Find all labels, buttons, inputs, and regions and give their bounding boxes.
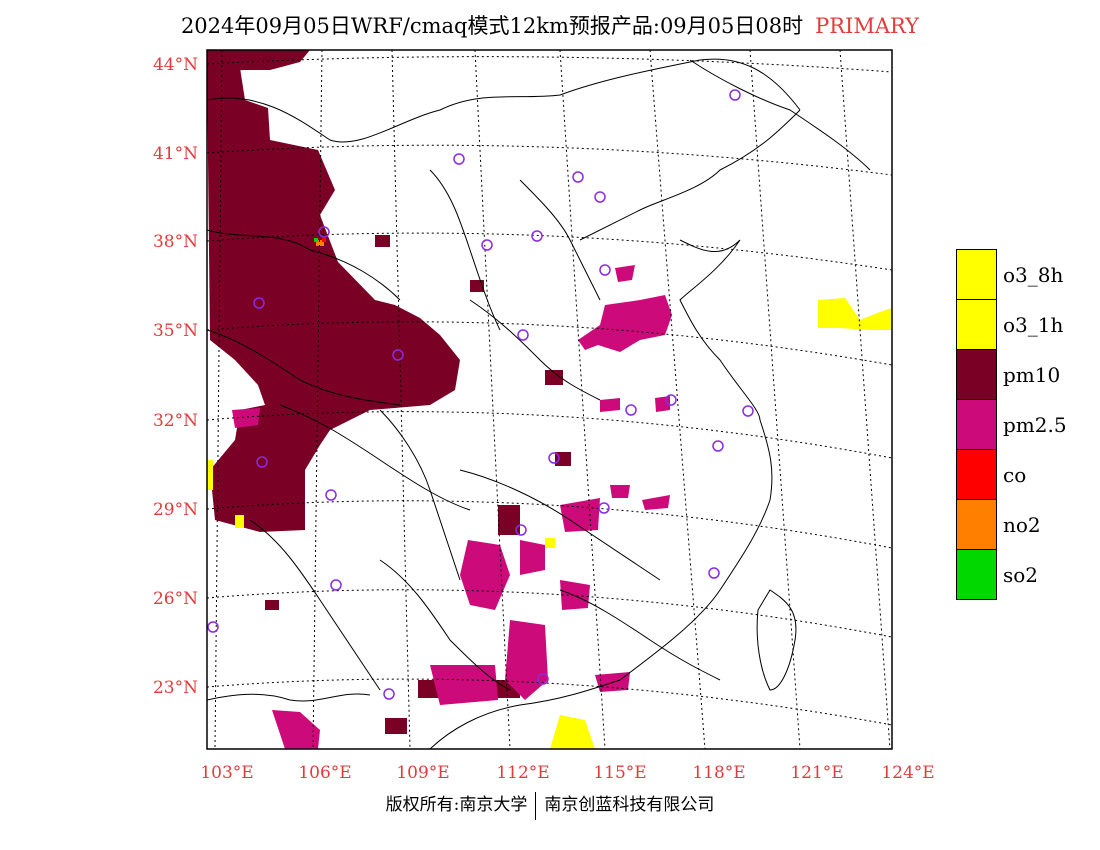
lat-label: 35°N <box>152 321 198 341</box>
lon-label: 109°E <box>396 763 450 783</box>
co-patch <box>322 238 326 242</box>
lat-label: 38°N <box>152 232 198 252</box>
title-main: 2024年09月05日WRF/cmaq模式12km预报产品:09月05日08时 <box>180 14 804 38</box>
legend-swatch <box>956 549 997 600</box>
title-tag: PRIMARY <box>815 14 920 38</box>
legend-swatch <box>956 349 997 400</box>
lat-label: 23°N <box>152 678 198 698</box>
copyright-right: 南京创蓝科技有限公司 <box>544 795 715 815</box>
lon-label: 118°E <box>692 763 746 783</box>
legend-label: so2 <box>1003 563 1039 587</box>
pm10-region-west <box>207 68 460 532</box>
lon-label: 121°E <box>790 763 844 783</box>
legend-label: no2 <box>1003 513 1041 537</box>
page-title: 2024年09月05日WRF/cmaq模式12km预报产品:09月05日08时 P… <box>0 10 1100 40</box>
footer: 版权所有:南京大学 南京创蓝科技有限公司 <box>0 790 1100 820</box>
lon-label: 124°E <box>881 763 935 783</box>
lon-label: 103°E <box>200 763 254 783</box>
lon-label: 106°E <box>298 763 352 783</box>
lat-label: 26°N <box>152 589 198 609</box>
footer-divider <box>535 791 537 820</box>
legend-label: o3_1h <box>1003 313 1064 337</box>
lat-label: 41°N <box>152 144 198 164</box>
o3-patches <box>207 298 892 749</box>
legend-label: o3_8h <box>1003 263 1064 287</box>
legend-label: pm10 <box>1003 363 1061 387</box>
lon-label: 112°E <box>496 763 550 783</box>
map-frame <box>206 49 893 750</box>
lat-label: 44°N <box>152 55 198 75</box>
legend-swatch <box>956 249 997 300</box>
lon-label: 115°E <box>593 763 647 783</box>
pm25-patches <box>232 265 672 749</box>
lat-label: 29°N <box>152 500 198 520</box>
so2-patch <box>314 238 318 242</box>
lat-label: 32°N <box>152 411 198 431</box>
legend-label: co <box>1003 463 1027 487</box>
legend-swatch <box>956 449 997 500</box>
copyright-left: 版权所有:南京大学 <box>385 795 528 815</box>
legend-label: pm2.5 <box>1003 413 1067 437</box>
legend-swatch <box>956 299 997 350</box>
boundaries <box>207 58 871 749</box>
legend-swatch <box>956 499 997 550</box>
station-markers <box>207 89 754 700</box>
legend-swatch <box>956 399 997 450</box>
map-content <box>207 50 892 749</box>
no2-patch <box>316 240 324 246</box>
